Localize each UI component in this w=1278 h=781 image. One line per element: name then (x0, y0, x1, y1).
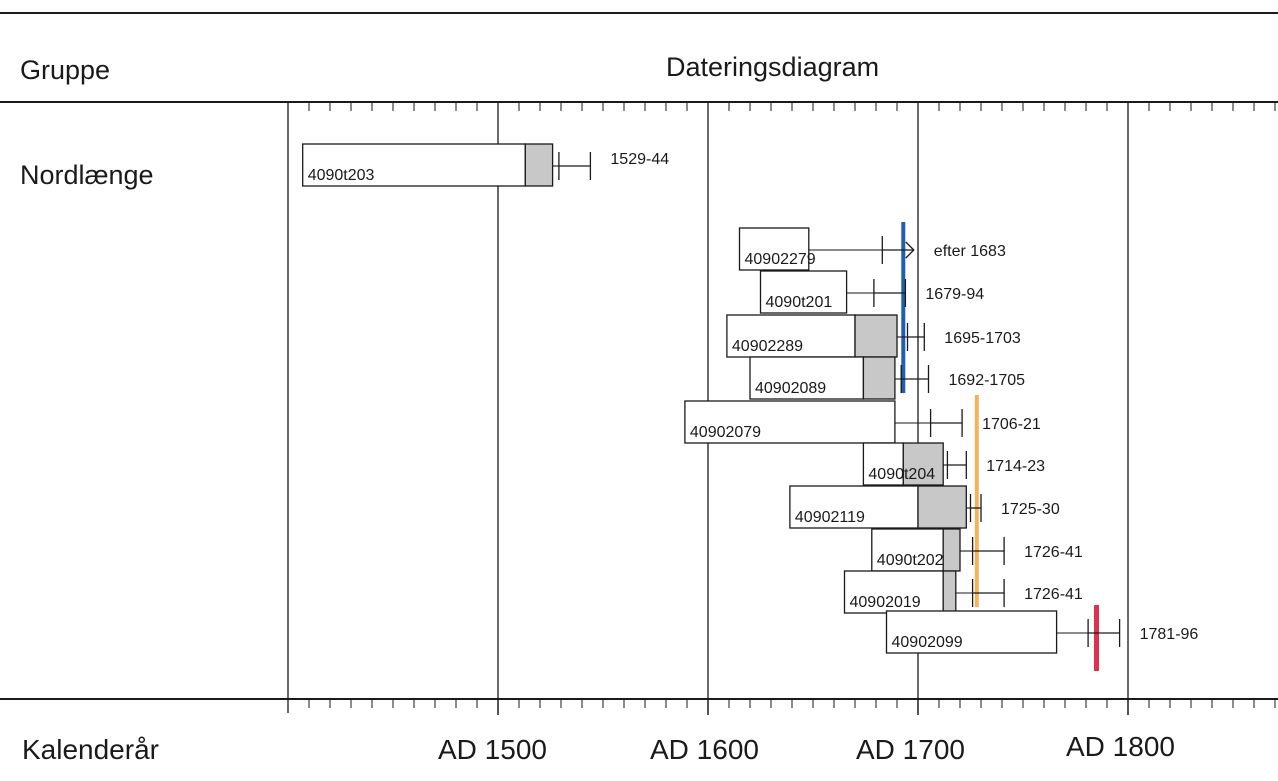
sample-id-label: 40902289 (732, 338, 803, 355)
sample-id-label: 40902119 (795, 509, 865, 526)
date-label: 1692-1705 (949, 372, 1026, 389)
sample-id-label: 40902099 (892, 634, 963, 651)
sample-bar (871, 528, 944, 572)
sample-id-label: 4090t201 (766, 294, 833, 311)
sample-id-label: 4090t204 (868, 466, 935, 483)
sample-id-label: 40902089 (755, 380, 826, 397)
group-name: Nordlænge (20, 160, 154, 190)
date-label: 1714-23 (986, 458, 1045, 475)
sample-id-label: 4090t203 (308, 167, 375, 184)
sample-id-label: 40902079 (690, 424, 761, 441)
sapwood-bar (917, 485, 967, 529)
sapwood-bar (902, 442, 944, 486)
sample-id-label: 40902279 (745, 251, 816, 268)
axis-tick-label: AD 1600 (650, 734, 759, 765)
sample-id-label: 40902019 (850, 594, 921, 611)
axis-tick-label: AD 1700 (856, 734, 965, 765)
date-label: 1781-96 (1140, 626, 1199, 643)
open-end-arrow (905, 241, 915, 259)
date-label: 1695-1703 (944, 330, 1021, 347)
date-label: 1726-41 (1024, 544, 1083, 561)
axis-label: Kalenderår (22, 734, 159, 765)
sample-bar (885, 610, 1058, 654)
sample-bar (759, 270, 848, 314)
sapwood-bar (862, 356, 896, 400)
sapwood-bar (942, 570, 957, 614)
group-column-header: Gruppe (20, 55, 111, 85)
sample-bar (789, 485, 919, 529)
date-label: 1706-21 (982, 416, 1041, 433)
date-label: 1679-94 (925, 286, 984, 303)
sapwood-bar (942, 528, 961, 572)
date-label: 1726-41 (1024, 586, 1083, 603)
date-label: 1529-44 (610, 151, 669, 168)
sample-bar (738, 227, 810, 271)
sapwood-bar (854, 314, 898, 358)
sample-bar (684, 400, 896, 444)
axis-tick-label: AD 1800 (1066, 731, 1175, 762)
date-label: 1725-30 (1001, 501, 1060, 518)
sample-bar (302, 143, 526, 187)
axis-tick-label: AD 1500 (438, 734, 547, 765)
date-label: efter 1683 (934, 243, 1006, 260)
chart-title: Dateringsdiagram (666, 52, 880, 82)
sapwood-bar (524, 143, 554, 187)
sample-id-label: 4090t202 (877, 552, 944, 569)
